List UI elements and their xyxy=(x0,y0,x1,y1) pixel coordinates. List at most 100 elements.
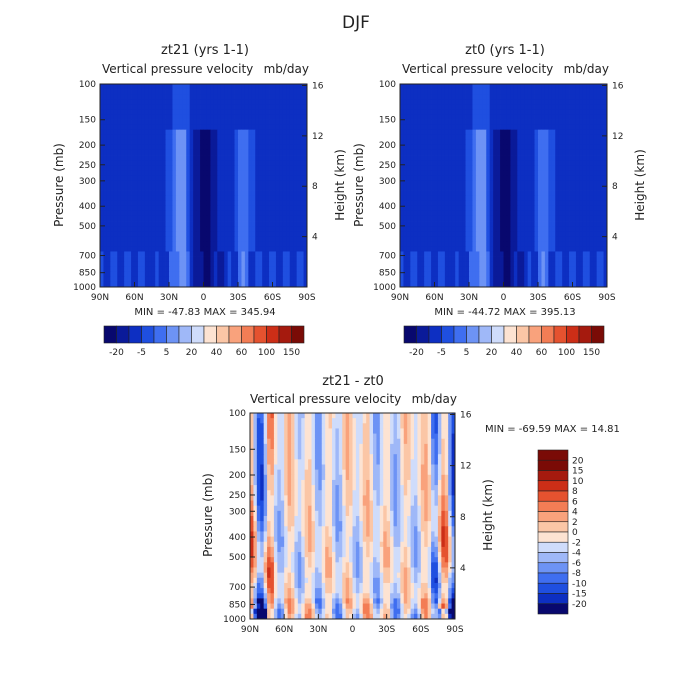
heatmap-cell xyxy=(248,281,253,288)
heatmap-cell xyxy=(506,134,511,141)
heatmap-cell xyxy=(155,89,160,95)
heatmap-cell xyxy=(489,195,494,202)
heatmap-cell xyxy=(265,119,270,125)
heatmap-cell xyxy=(406,205,411,212)
heatmap-cell xyxy=(134,190,139,197)
heatmap-cell xyxy=(482,226,487,232)
heatmap-cell xyxy=(262,200,266,207)
heatmap-cell xyxy=(175,94,180,100)
heatmap-cell xyxy=(403,99,408,105)
heatmap-cell xyxy=(169,241,173,247)
heatmap-cell xyxy=(493,221,497,227)
heatmap-cell xyxy=(417,170,422,176)
heatmap-cell xyxy=(248,134,253,141)
heatmap-cell xyxy=(241,119,246,125)
heatmap-cell xyxy=(141,210,146,217)
heatmap-cell xyxy=(569,200,573,207)
heatmap-cell xyxy=(479,200,484,207)
heatmap-cell xyxy=(172,124,177,131)
heatmap-cell xyxy=(513,99,518,105)
heatmap-cell xyxy=(186,149,191,156)
heatmap-cell xyxy=(596,276,601,283)
heatmap-cell xyxy=(431,170,435,176)
heatmap-cell xyxy=(144,165,149,171)
heatmap-cell xyxy=(410,271,415,278)
heatmap-cell xyxy=(206,185,211,191)
heatmap-cell xyxy=(120,84,125,90)
heatmap-cell xyxy=(244,94,249,100)
heatmap-cell xyxy=(124,221,128,227)
heatmap-cell xyxy=(251,195,256,202)
heatmap-cell xyxy=(244,129,249,136)
heatmap-cell xyxy=(603,94,608,100)
heatmap-cell xyxy=(151,119,156,125)
heatmap-cell xyxy=(158,190,163,197)
heatmap-cell xyxy=(434,185,439,191)
heatmap-cell xyxy=(441,180,446,186)
heatmap-cell xyxy=(451,261,456,268)
heatmap-cell xyxy=(200,149,204,156)
heatmap-cell xyxy=(458,261,463,268)
heatmap-cell xyxy=(203,114,208,120)
heatmap-cell xyxy=(103,124,108,131)
heatmap-cell xyxy=(296,246,301,252)
heatmap-cell xyxy=(137,205,142,212)
heatmap-cell xyxy=(275,124,280,131)
heatmap-cell xyxy=(503,215,508,222)
heatmap-cell xyxy=(182,236,187,242)
heatmap-cell xyxy=(244,180,249,186)
heatmap-cell xyxy=(544,266,549,273)
heatmap-cell xyxy=(196,231,201,237)
heatmap-cell xyxy=(400,185,404,191)
heatmap-cell xyxy=(555,251,560,257)
heatmap-cell xyxy=(120,89,125,95)
panel-difference: zt21 - zt0 Vertical pressure velocity mb… xyxy=(201,374,620,635)
heatmap-cell xyxy=(186,190,191,197)
heatmap-cell xyxy=(486,221,491,227)
colorbar-label: 20 xyxy=(186,348,198,358)
heatmap-cell xyxy=(586,129,591,136)
heatmap-cell xyxy=(527,180,532,186)
heatmap-cell xyxy=(175,84,180,90)
heatmap-cell xyxy=(455,271,460,278)
heatmap-cell xyxy=(179,119,184,125)
heatmap-cell xyxy=(314,413,319,419)
heatmap-cell xyxy=(486,109,491,115)
heatmap-cell xyxy=(551,281,556,288)
heatmap-cell xyxy=(548,261,553,268)
heatmap-cell xyxy=(151,276,156,283)
heatmap-cell xyxy=(210,261,215,268)
heatmap-cell xyxy=(227,170,232,176)
heatmap-cell xyxy=(182,144,187,151)
heatmap-cell xyxy=(158,195,163,202)
heatmap-cell xyxy=(503,185,508,191)
heatmap-cell xyxy=(489,109,494,115)
heatmap-cell xyxy=(103,271,108,278)
heatmap-cell xyxy=(579,155,584,161)
heatmap-cell xyxy=(603,144,608,151)
heatmap-cell xyxy=(131,94,135,100)
heatmap-cell xyxy=(517,94,522,100)
heatmap-cell xyxy=(234,114,239,120)
heatmap-cell xyxy=(189,170,194,176)
heatmap-cell xyxy=(200,236,204,242)
heatmap-cell xyxy=(251,205,256,212)
heatmap-cell xyxy=(244,149,249,156)
heatmap-cell xyxy=(220,149,225,156)
heatmap-cell xyxy=(206,94,211,100)
heatmap-cell xyxy=(479,114,484,120)
heatmap-cell xyxy=(400,109,404,115)
heatmap-cell xyxy=(255,149,260,156)
heatmap-cell xyxy=(586,84,591,90)
heatmap-cell xyxy=(275,139,280,146)
heatmap-cell xyxy=(196,124,201,131)
heatmap-cell xyxy=(272,175,277,181)
heatmap-cell xyxy=(524,231,529,237)
heatmap-cell xyxy=(517,134,522,141)
heatmap-cell xyxy=(479,241,484,247)
heatmap-cell xyxy=(251,134,256,141)
heatmap-cell xyxy=(493,119,497,125)
heatmap-cell xyxy=(179,94,184,100)
heatmap-cell xyxy=(141,205,146,212)
heatmap-cell xyxy=(417,94,422,100)
